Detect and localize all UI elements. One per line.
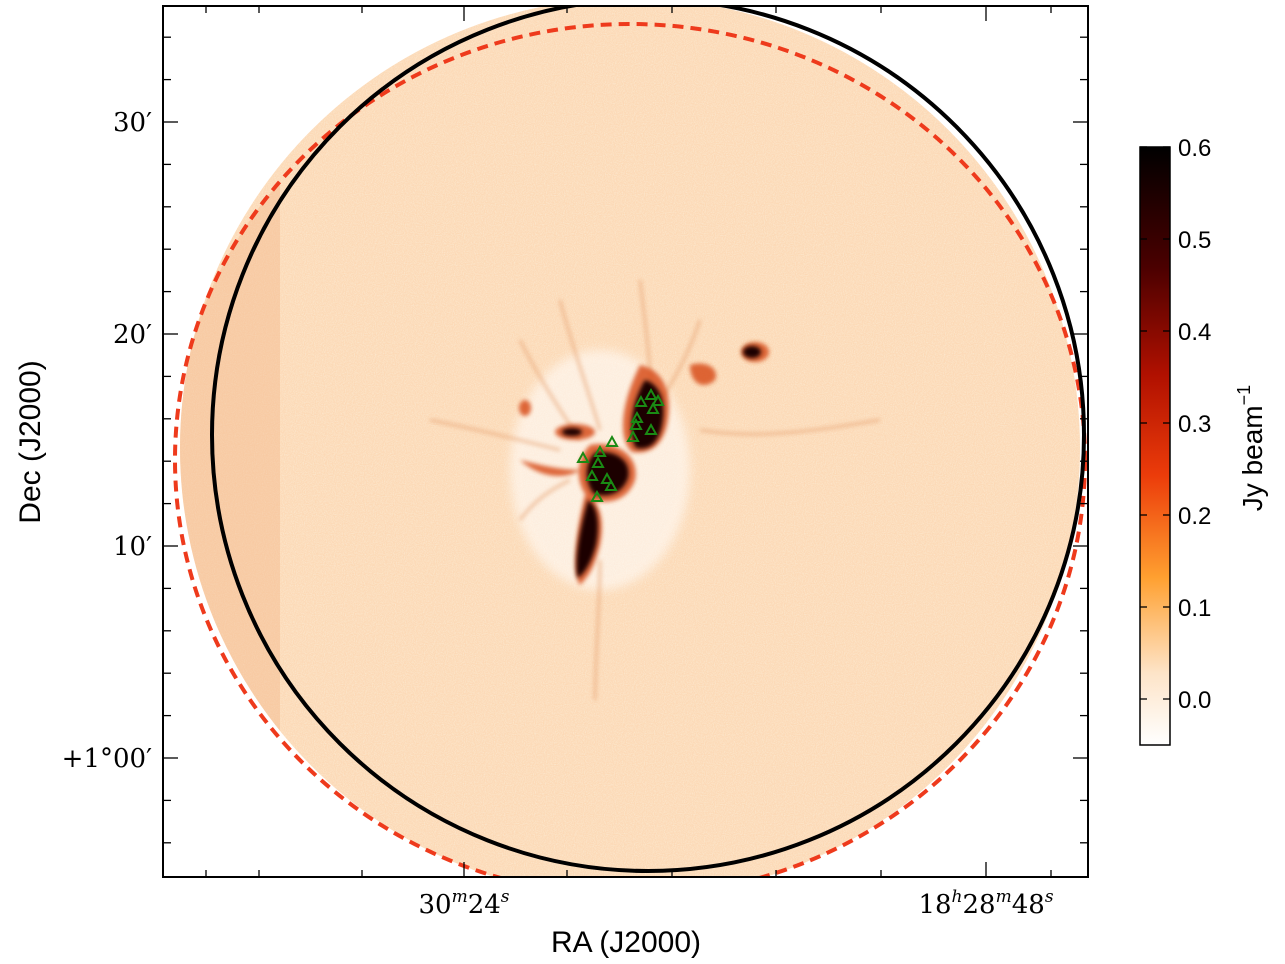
marker-triangle — [644, 387, 658, 400]
marker-triangle — [626, 429, 640, 442]
x-tick-label-2: 18h28m48s — [918, 887, 1053, 920]
y-tick-labels: 30′ 20′ 10′ +1°00′ — [62, 108, 152, 774]
y-tick-label: 30′ — [113, 108, 152, 138]
marker-triangle — [590, 489, 604, 502]
y-tick-label: 10′ — [113, 532, 152, 562]
y-axis-label: Dec (J2000) — [14, 360, 47, 523]
colorbar-tick-label: 0.3 — [1178, 411, 1211, 438]
colorbar-label: Jy beam−1 — [1234, 385, 1268, 511]
axis-ticks — [163, 6, 1088, 877]
colorbar: 0.6 0.5 0.4 0.3 0.2 0.1 0.0 Jy beam−1 — [1139, 135, 1268, 746]
marker-triangle — [600, 471, 614, 484]
colorbar-tick-label: 0.4 — [1178, 319, 1211, 346]
colorbar-tick-label: 0.0 — [1178, 687, 1211, 714]
faint-filaments — [429, 279, 881, 701]
axes-frame — [162, 5, 1089, 878]
colorbar-tick-label: 0.1 — [1178, 595, 1211, 622]
x-axis-label: RA (J2000) — [551, 926, 701, 959]
marker-triangle — [593, 444, 607, 457]
marker-triangle — [605, 434, 619, 447]
colorbar-tick-label: 0.2 — [1178, 503, 1211, 530]
marker-triangle — [591, 455, 605, 468]
marker-triangle — [651, 393, 665, 406]
marker-triangle — [604, 478, 618, 491]
sky-map — [163, 6, 1088, 877]
marker-triangle — [634, 394, 648, 407]
y-tick-label: +1°00′ — [62, 744, 152, 774]
marker-triangle — [644, 422, 658, 435]
solid-circle — [210, 6, 1086, 873]
marker-triangle — [576, 450, 590, 463]
marker-triangle — [646, 401, 660, 414]
y-minor-ticks — [163, 36, 1088, 844]
y-tick-label: 20′ — [113, 320, 152, 350]
colorbar-gradient — [1139, 146, 1171, 746]
marker-triangle — [585, 468, 599, 481]
source-markers — [576, 387, 665, 502]
x-tick-label-1: 30m24s — [418, 887, 509, 920]
x-tick-labels: 30m24s 18h28m48s — [418, 887, 1053, 920]
colorbar-tick-label: 0.6 — [1178, 135, 1211, 162]
colorbar-tick-label: 0.5 — [1178, 227, 1211, 254]
marker-triangle — [629, 417, 643, 430]
